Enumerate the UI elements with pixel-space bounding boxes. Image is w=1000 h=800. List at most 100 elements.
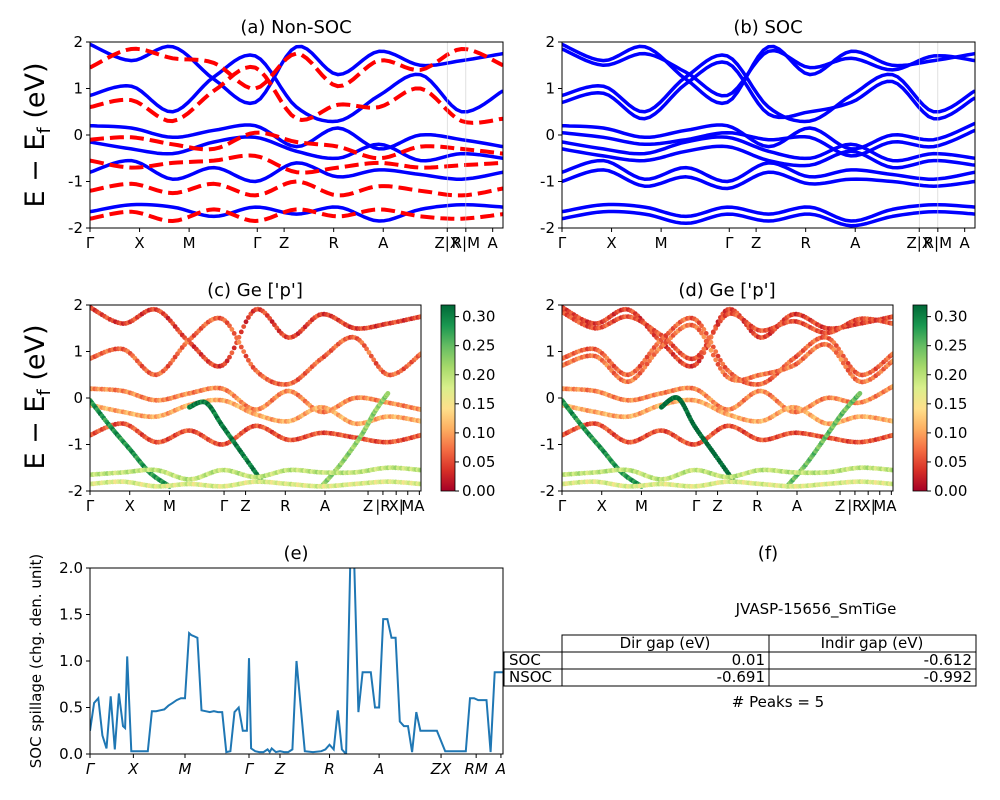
plot-area	[90, 568, 503, 754]
projection-point	[890, 358, 893, 364]
projection-point	[706, 343, 711, 348]
x-tick-label: Γ	[558, 497, 567, 515]
projection-point	[418, 407, 421, 412]
x-tick-label: Z	[274, 760, 286, 778]
projection-point	[708, 347, 714, 353]
projection-point	[418, 467, 421, 473]
x-tick-label: R	[324, 760, 334, 778]
x-tick-label: X	[606, 234, 616, 252]
y-tick-label: 1	[545, 80, 555, 98]
y-tick-label: 1	[73, 343, 83, 361]
projection-point	[703, 338, 709, 344]
x-tick-label: X	[597, 497, 607, 515]
colorbar-tick-label: 0.25	[934, 337, 967, 355]
projection-point	[713, 349, 719, 354]
projection-point	[246, 357, 251, 363]
x-tick-label: X|	[389, 497, 404, 515]
projection-point	[418, 432, 421, 438]
panel-e-title: (e)	[283, 543, 308, 564]
table-cell: -0.691	[717, 668, 765, 686]
plot-area	[90, 305, 421, 489]
panel-e-spillage: (e) SOC spillage (chg. den. unit) 0.0 0.5…	[27, 543, 506, 778]
spillage-line	[90, 568, 503, 754]
gap-table: Dir gap (eV) Indir gap (eV) SOC 0.01 -0.…	[503, 634, 977, 687]
projection-point	[715, 322, 721, 327]
colorbar-tick-label: 0.15	[462, 395, 495, 413]
x-tick-label: X	[134, 234, 144, 252]
x-tick-label: R	[800, 234, 810, 252]
projection-point	[224, 358, 230, 364]
x-tick-label: Γ	[558, 234, 567, 252]
band-line	[90, 202, 503, 223]
colorbar-tick-label: 0.10	[934, 424, 967, 442]
y-tick-label: 0	[73, 389, 83, 407]
panel-e-ylabel: SOC spillage (chg. den. unit)	[27, 554, 45, 769]
projection-point	[715, 361, 721, 367]
x-tick-label: A	[886, 497, 897, 515]
projection-point	[890, 418, 893, 424]
band-line	[90, 53, 503, 124]
table-cell: -0.992	[924, 668, 972, 686]
y-tick-label: -1	[68, 173, 83, 191]
x-tick-label: A	[320, 497, 331, 515]
panel-d-ge-p-projection-soc: (d) Ge ['p'] 0.00 0.05 0.10 0.15 0.20 0.25 0.3…	[540, 280, 967, 515]
x-tick-label: R	[752, 497, 762, 515]
x-tick-label: R|M	[452, 234, 480, 252]
projection-point	[238, 344, 244, 350]
table-col-dir-gap: Dir gap (eV)	[620, 634, 711, 652]
projection-point	[231, 331, 237, 336]
panel-f-summary: (f) JVASP-15656_SmTiGe Dir gap (eV) Indi…	[503, 543, 977, 711]
projection-point	[231, 345, 237, 351]
y-tick-label: 1	[73, 80, 83, 98]
band-line	[562, 47, 975, 98]
projection-point	[890, 351, 893, 357]
x-tick-label: R	[328, 234, 338, 252]
projection-point	[836, 346, 841, 352]
x-tick-label: M	[655, 234, 668, 252]
y-tick-label: 1.0	[59, 652, 83, 670]
x-tick-label: Z	[835, 497, 845, 515]
projection-point	[385, 391, 391, 396]
y-tick-label: 0	[73, 126, 83, 144]
projection-point	[708, 339, 714, 345]
projection-point	[703, 331, 709, 336]
x-tick-label: Γ	[725, 234, 734, 252]
projection-point	[840, 360, 846, 366]
colorbar-tick-label: 0.20	[462, 366, 495, 384]
x-tick-label: A	[488, 234, 499, 252]
colorbar-tick-label: 0.05	[934, 453, 967, 471]
x-tick-label: |R	[847, 497, 862, 515]
non-soc-band-line	[90, 207, 503, 223]
y-tick-label: 1	[545, 343, 555, 361]
colorbar-tick-label: 0.30	[462, 308, 495, 326]
x-tick-label: Z	[279, 234, 289, 252]
y-tick-label: 0.0	[59, 745, 83, 763]
projection-point	[243, 319, 249, 325]
plot-area	[90, 42, 503, 228]
x-tick-label: Γ	[86, 497, 95, 515]
table-cell: 0.01	[732, 651, 765, 669]
projection-point	[364, 346, 369, 352]
projection-point	[246, 315, 251, 320]
projection-point	[236, 339, 242, 345]
x-tick-label: A	[414, 497, 425, 515]
x-tick-label: Γ	[245, 760, 255, 778]
x-tick-label: R	[280, 497, 290, 515]
y-tick-label: 2.0	[59, 559, 83, 577]
x-tick-label: Z|X	[434, 234, 460, 252]
projection-point	[229, 350, 235, 356]
projection-point	[234, 335, 240, 341]
projection-point	[890, 467, 893, 473]
y-tick-label: 2	[545, 33, 555, 51]
x-tick-label: Γ	[692, 497, 701, 515]
panel-f-title: (f)	[758, 543, 778, 564]
projection-point	[701, 327, 707, 332]
projection-point	[418, 481, 421, 487]
y-tick-label: -1	[68, 436, 83, 454]
projection-point	[718, 366, 723, 371]
projection-point	[701, 346, 707, 352]
band-line	[562, 128, 975, 158]
